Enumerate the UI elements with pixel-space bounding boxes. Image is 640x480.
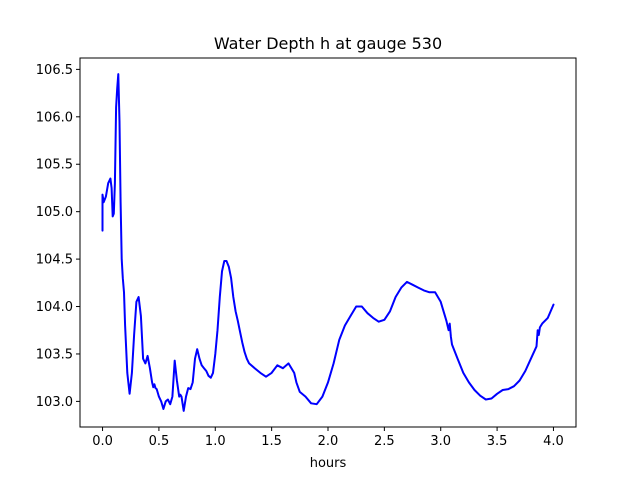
y-tick-label: 106.0 [36, 110, 73, 125]
y-tick-label: 105.0 [36, 205, 73, 220]
x-tick-label: 3.5 [487, 434, 508, 449]
y-tick-label: 106.5 [36, 63, 73, 78]
chart-title: Water Depth h at gauge 530 [214, 34, 442, 53]
x-axis-label: hours [310, 456, 347, 471]
x-tick-label: 2.0 [318, 434, 339, 449]
x-tick-label: 1.0 [205, 434, 226, 449]
series-layer [101, 73, 555, 412]
y-tick-label: 104.0 [36, 300, 73, 315]
y-tick-label: 104.5 [36, 253, 73, 268]
x-tick-label: 1.5 [261, 434, 282, 449]
x-tick-label: 0.0 [92, 434, 113, 449]
x-tick-label: 4.0 [543, 434, 564, 449]
y-tick-label: 105.5 [36, 158, 73, 173]
x-tick-label: 3.0 [430, 434, 451, 449]
y-tick-label: 103.5 [36, 347, 73, 362]
x-tick-label: 2.5 [374, 434, 395, 449]
x-tick-label: 0.5 [149, 434, 170, 449]
series-line [101, 73, 555, 412]
y-axis: 103.0 103.5 104.0 104.5 105.0 105.5 106.0 106.5 [36, 63, 80, 410]
y-tick-label: 103.0 [36, 395, 73, 410]
x-axis: 0.0 0.5 1.0 1.5 2.0 2.5 3.0 3.5 4.0 [92, 427, 564, 449]
plot-frame [79, 57, 577, 428]
